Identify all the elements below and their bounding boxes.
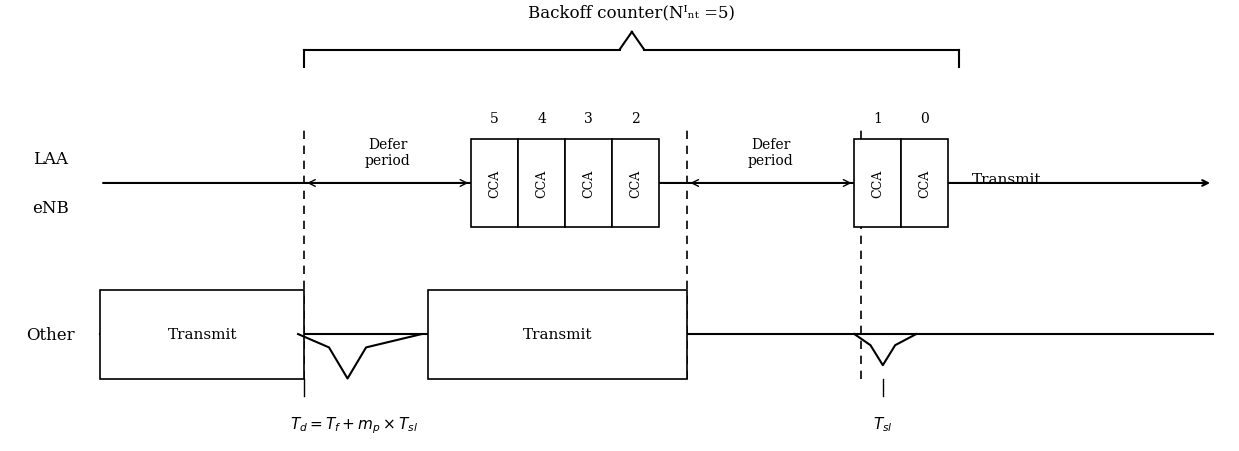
Text: Defer
period: Defer period (748, 138, 794, 168)
Bar (565, 139, 612, 228)
Text: 0: 0 (921, 112, 929, 126)
Bar (901, 139, 948, 228)
Text: Transmit: Transmit (167, 327, 237, 341)
Bar (471, 139, 518, 228)
Text: CCA: CCA (871, 170, 885, 198)
Text: $T_{sl}$: $T_{sl}$ (873, 414, 893, 433)
Text: $T_d = T_f + m_p \times T_{sl}$: $T_d = T_f + m_p \times T_{sl}$ (290, 414, 418, 435)
Text: Transmit: Transmit (971, 172, 1041, 186)
Bar (518, 139, 565, 228)
Bar (427, 290, 688, 379)
Text: eNB: eNB (32, 199, 69, 216)
Text: Backoff counter(Nᴵₙₜ =5): Backoff counter(Nᴵₙₜ =5) (528, 5, 736, 22)
Text: CCA: CCA (629, 170, 642, 198)
Text: CCA: CCA (535, 170, 548, 198)
Text: CCA: CCA (918, 170, 932, 198)
Text: Transmit: Transmit (523, 327, 592, 341)
Text: 5: 5 (491, 112, 499, 126)
Text: CCA: CCA (488, 170, 501, 198)
Text: CCA: CCA (582, 170, 595, 198)
Text: Defer
period: Defer period (364, 138, 410, 168)
Text: 3: 3 (585, 112, 593, 126)
Bar (855, 139, 901, 228)
Bar (100, 290, 305, 379)
Bar (612, 139, 659, 228)
Text: 2: 2 (631, 112, 641, 126)
Text: 4: 4 (538, 112, 546, 126)
Text: Other: Other (26, 326, 76, 343)
Text: LAA: LAA (33, 151, 68, 168)
Text: 1: 1 (873, 112, 882, 126)
